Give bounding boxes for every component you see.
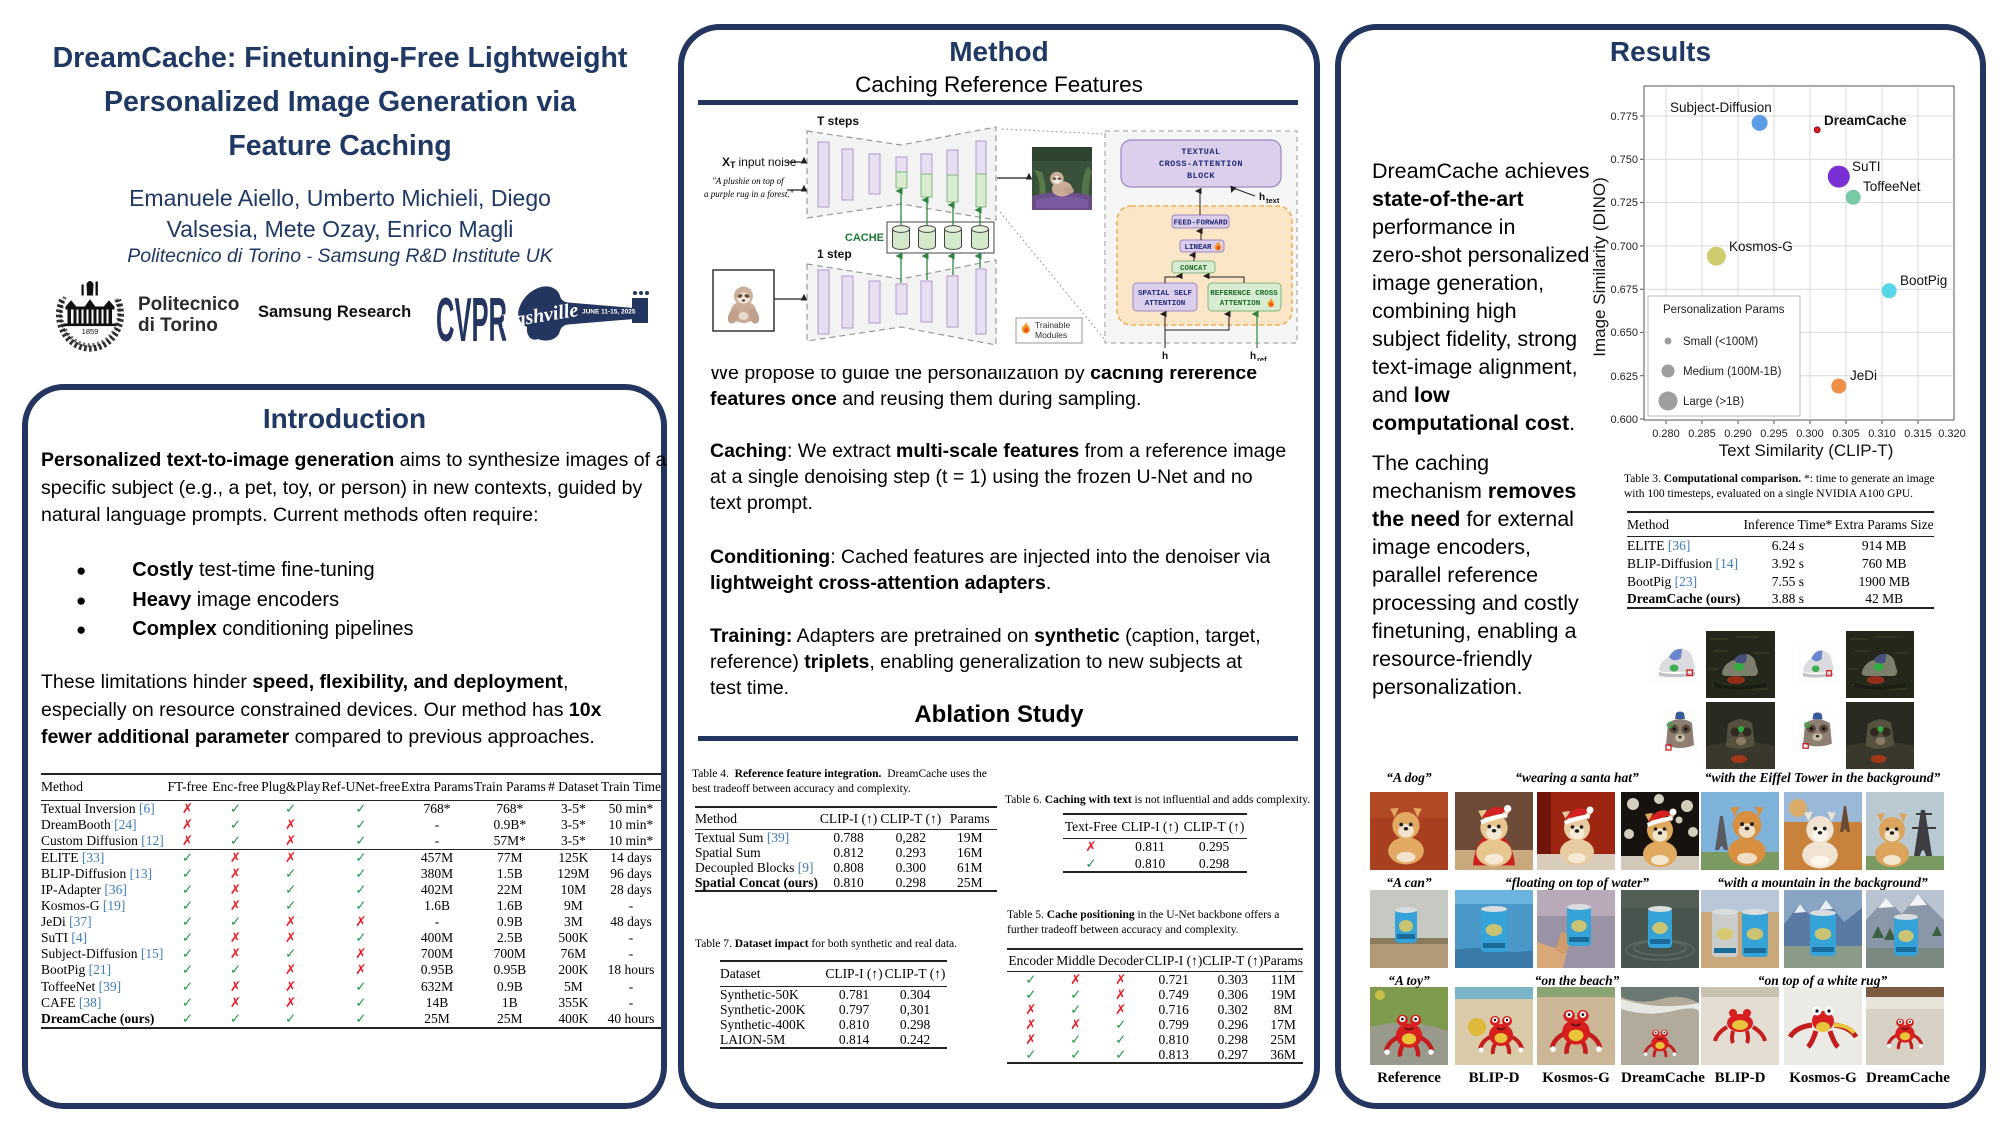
svg-text:SuTI: SuTI <box>1852 159 1881 174</box>
svg-text:0.750: 0.750 <box>1610 154 1638 166</box>
svg-text:0.675: 0.675 <box>1610 284 1638 296</box>
svg-text:REFERENCE CROSS: REFERENCE CROSS <box>1210 290 1278 298</box>
svg-text:JeDi: JeDi <box>1850 368 1877 383</box>
svg-text:Medium (100M-1B): Medium (100M-1B) <box>1683 366 1782 378</box>
svg-text:ToffeeNet: ToffeeNet <box>1863 179 1921 194</box>
svg-text:a purple rug in a forest.": a purple rug in a forest." <box>704 189 794 199</box>
svg-text:CONCAT: CONCAT <box>1180 265 1208 273</box>
svg-text:Subject-Diffusion: Subject-Diffusion <box>1670 100 1772 115</box>
svg-text:0.295: 0.295 <box>1760 428 1788 440</box>
svg-text:CVPR: CVPR <box>436 286 507 346</box>
svg-text:text: text <box>1266 196 1280 205</box>
svg-text:JUNE 11-15, 2025: JUNE 11-15, 2025 <box>582 309 636 316</box>
svg-text:SPATIAL SELF: SPATIAL SELF <box>1138 290 1193 298</box>
svg-text:ATTENTION: ATTENTION <box>1220 300 1261 308</box>
svg-text:Trainable: Trainable <box>1035 320 1070 330</box>
svg-text:Small (<100M): Small (<100M) <box>1683 336 1758 348</box>
svg-text:TEXTUAL: TEXTUAL <box>1181 147 1220 157</box>
svg-text:DreamCache: DreamCache <box>1824 113 1907 128</box>
svg-text:0.300: 0.300 <box>1796 428 1824 440</box>
svg-text:0.280: 0.280 <box>1652 428 1680 440</box>
svg-text:0.625: 0.625 <box>1610 371 1638 383</box>
svg-text:FEED-FORWARD: FEED-FORWARD <box>1173 220 1228 228</box>
svg-text:0.700: 0.700 <box>1610 241 1638 253</box>
svg-text:0.290: 0.290 <box>1724 428 1752 440</box>
svg-text:h: h <box>1259 192 1265 203</box>
svg-text:0.310: 0.310 <box>1868 428 1896 440</box>
svg-text:Text Similarity (CLIP-T): Text Similarity (CLIP-T) <box>1719 441 1894 460</box>
svg-text:0.285: 0.285 <box>1688 428 1716 440</box>
svg-text:BootPig: BootPig <box>1900 273 1947 288</box>
svg-text:ATTENTION: ATTENTION <box>1145 300 1186 308</box>
svg-text:Image Similarity (DINO): Image Similarity (DINO) <box>1591 177 1609 356</box>
svg-text:CACHE: CACHE <box>845 232 884 244</box>
svg-text:T steps: T steps <box>817 115 859 128</box>
svg-text:Large (>1B): Large (>1B) <box>1683 396 1744 408</box>
svg-text:0.320: 0.320 <box>1938 428 1966 440</box>
svg-text:0.725: 0.725 <box>1610 197 1638 209</box>
svg-text:Kosmos-G: Kosmos-G <box>1729 239 1793 254</box>
svg-text:"A plushie on top of: "A plushie on top of <box>712 176 785 186</box>
svg-text:0.650: 0.650 <box>1610 327 1638 339</box>
svg-text:h: h <box>1162 351 1168 362</box>
svg-text:LINEAR: LINEAR <box>1184 244 1212 252</box>
svg-text:BLOCK: BLOCK <box>1187 171 1215 181</box>
svg-text:0.305: 0.305 <box>1832 428 1860 440</box>
svg-text:1 step: 1 step <box>817 247 852 261</box>
svg-text:Personalization Params: Personalization Params <box>1663 304 1785 316</box>
svg-text:Modules: Modules <box>1035 330 1067 340</box>
svg-text:0.600: 0.600 <box>1610 414 1638 426</box>
svg-text:CROSS-ATTENTION: CROSS-ATTENTION <box>1159 159 1243 169</box>
svg-text:ref: ref <box>1257 355 1267 364</box>
svg-text:h: h <box>1250 351 1256 362</box>
svg-text:0.775: 0.775 <box>1610 111 1638 123</box>
svg-text:0.315: 0.315 <box>1904 428 1932 440</box>
svg-text:1859: 1859 <box>82 327 99 336</box>
